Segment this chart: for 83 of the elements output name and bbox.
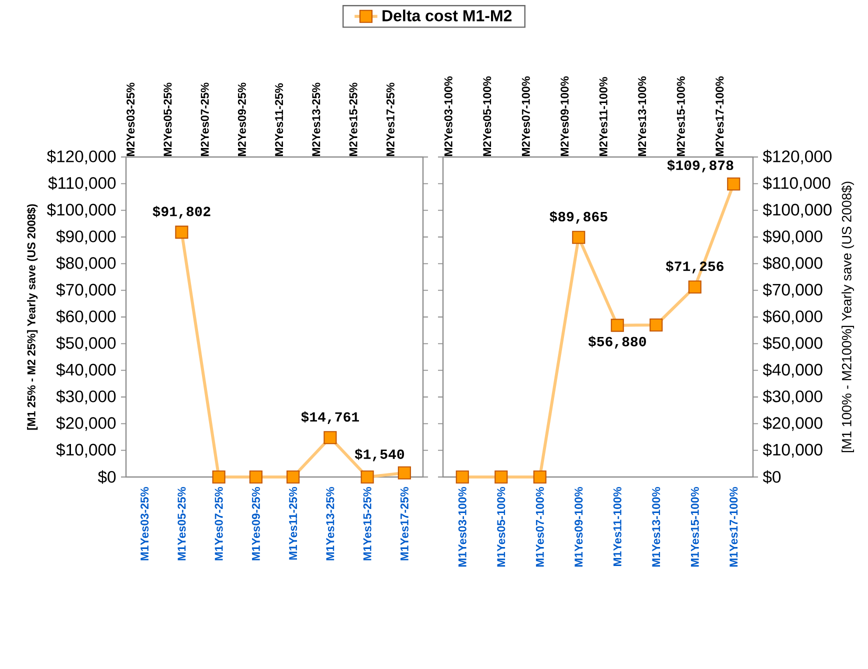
x-tick-label: M1Yes07-25% <box>214 487 223 560</box>
data-label: $1,540 <box>354 448 404 462</box>
point <box>175 226 188 239</box>
x-tick-label: M1Yes15-100% <box>690 487 699 567</box>
x-tick-label: M1Yes09-25% <box>252 487 260 560</box>
y-tick-label: $120,000 <box>46 150 116 164</box>
y-tick-label: $10,000 <box>56 443 116 458</box>
point <box>727 177 740 191</box>
text: M2Yes05-25% <box>164 82 172 156</box>
x-tick-label: M1Yes15-25% <box>363 487 372 560</box>
point <box>610 318 624 332</box>
text: M2Yes03-25% <box>126 82 135 156</box>
text: M2Yes15-100% <box>676 76 685 156</box>
x-tick-label: M1Yes03-100% <box>458 487 466 567</box>
y-tick-label: $0 <box>98 470 116 484</box>
y2-tick-label: $110,000 <box>762 176 830 191</box>
y-axis-title: [M1 25% - M2 25%] Yearly save (US 2008$) <box>26 204 38 430</box>
y2-tick-label: $20,000 <box>762 416 822 431</box>
point <box>688 280 702 294</box>
data-label: $71,256 <box>666 260 724 274</box>
text: M2Yes11-100% <box>599 77 608 156</box>
text: M2Yes15-25% <box>349 82 358 156</box>
point <box>650 318 663 332</box>
point <box>398 466 411 480</box>
y2-tick-label: $30,000 <box>762 390 822 404</box>
point <box>286 470 300 484</box>
y2-tick-label: $60,000 <box>762 310 822 324</box>
data-label: $89,865 <box>550 211 608 224</box>
x-tick-label: M1Yes11-100% <box>613 487 622 566</box>
y-tick-label: $110,000 <box>48 176 116 191</box>
x-tick-label: M1Yes13-25% <box>326 487 334 560</box>
point <box>456 470 469 484</box>
y2-tick-label: $40,000 <box>762 363 822 378</box>
data-label: $56,880 <box>588 336 646 349</box>
point <box>494 470 508 484</box>
x-tick-label: M1Yes05-25% <box>178 487 186 560</box>
text: M2Yes13-100% <box>638 76 646 156</box>
y2-tick-label: $120,000 <box>762 150 832 164</box>
text: M2Yes13-25% <box>312 82 320 156</box>
point <box>212 470 226 484</box>
text: M2Yes17-100% <box>716 76 724 156</box>
data-label: $14,761 <box>301 411 359 424</box>
y2-tick-label: $70,000 <box>762 283 822 298</box>
data-label: $109,878 <box>667 160 734 172</box>
x-tick-label: M1Yes07-100% <box>536 487 544 567</box>
x-tick-label: M1Yes03-25% <box>140 487 149 560</box>
x-tick-label: M1Yes11-25% <box>289 487 298 560</box>
point <box>533 470 546 484</box>
y2-tick-label: $90,000 <box>762 230 822 244</box>
y2-axis-title: [M1 100% - M2100%] Yearly save (US 2008$) <box>841 182 854 452</box>
y2-tick-label: $100,000 <box>762 203 832 218</box>
text: M2Yes05-100% <box>483 76 492 156</box>
y2-tick-label: $0 <box>762 470 781 484</box>
text: M2Yes09-100% <box>560 76 569 156</box>
x-tick-label: M1Yes05-100% <box>497 487 506 567</box>
y-tick-label: $20,000 <box>56 416 116 431</box>
y-tick-label: $80,000 <box>56 256 116 271</box>
legend-label: Delta cost M1-M2 <box>382 10 512 22</box>
point <box>324 431 337 444</box>
point <box>360 470 374 484</box>
data-label: $91,802 <box>152 206 210 219</box>
point <box>249 470 262 484</box>
y-tick-label: $30,000 <box>56 390 116 404</box>
text: M2Yes09-25% <box>238 82 246 156</box>
text: M2Yes07-100% <box>522 76 530 156</box>
point <box>572 230 586 244</box>
y-tick-label: $90,000 <box>56 230 116 244</box>
x-tick-label: M1Yes17-25% <box>400 487 408 560</box>
y-tick-label: $40,000 <box>56 363 116 378</box>
x-tick-label: M1Yes13-100% <box>652 487 660 567</box>
y2-tick-label: $80,000 <box>762 256 822 271</box>
text: M2Yes11-25% <box>275 83 284 156</box>
text: M2Yes03-100% <box>444 76 452 156</box>
y2-tick-label: $10,000 <box>762 443 822 458</box>
y-tick-label: $70,000 <box>56 283 116 298</box>
text: M2Yes17-25% <box>386 82 394 156</box>
x-tick-label: M1Yes09-100% <box>574 487 583 567</box>
text: M2Yes07-25% <box>200 82 209 156</box>
y-tick-label: $60,000 <box>56 310 116 324</box>
x-tick-label: M1Yes17-100% <box>730 487 738 567</box>
y2-tick-label: $50,000 <box>762 336 822 351</box>
y-tick-label: $100,000 <box>46 203 116 218</box>
y-tick-label: $50,000 <box>56 336 116 351</box>
